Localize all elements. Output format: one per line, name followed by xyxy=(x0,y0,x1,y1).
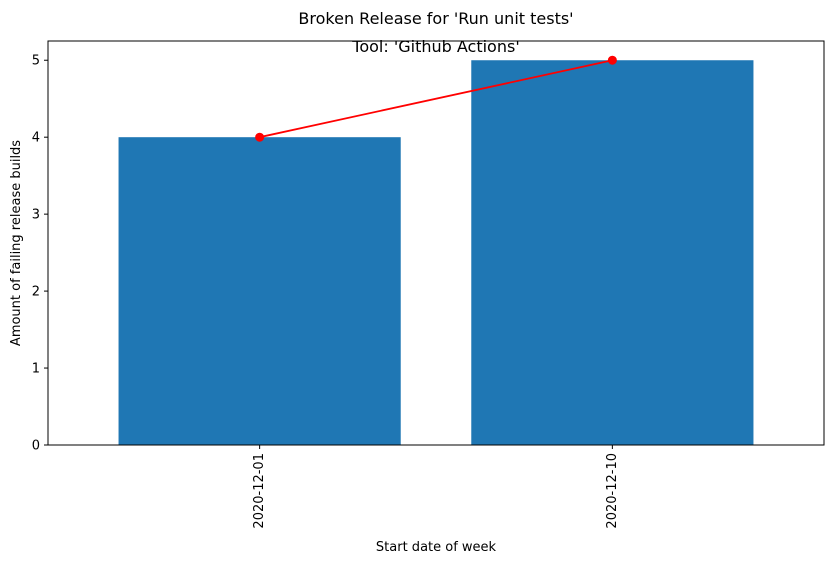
y-tick-label: 0 xyxy=(32,439,40,454)
axes-frame xyxy=(47,40,825,446)
trend-marker xyxy=(255,132,265,142)
trend-marker xyxy=(607,55,617,65)
trend-line xyxy=(259,59,613,139)
bar xyxy=(471,60,754,445)
bar xyxy=(118,137,401,445)
y-tick-label: 2 xyxy=(32,285,40,300)
y-tick-label: 3 xyxy=(32,208,40,223)
y-tick-label: 4 xyxy=(32,131,40,146)
plot-area: 0 1 2 3 4 5 2020-12-01 2020-12-10 xyxy=(32,54,754,529)
x-tick-label: 2020-12-01 xyxy=(252,453,267,529)
chart-suptitle: Broken Release for 'Run unit tests' xyxy=(298,9,573,28)
x-tick-label: 2020-12-10 xyxy=(605,453,620,529)
x-axis-label: Start date of week xyxy=(376,540,497,555)
y-tick-label: 5 xyxy=(32,54,40,69)
chart-title: Tool: 'Github Actions' xyxy=(351,37,519,56)
y-tick-label: 1 xyxy=(32,362,40,377)
y-axis-label: Amount of failing release builds xyxy=(9,140,24,346)
